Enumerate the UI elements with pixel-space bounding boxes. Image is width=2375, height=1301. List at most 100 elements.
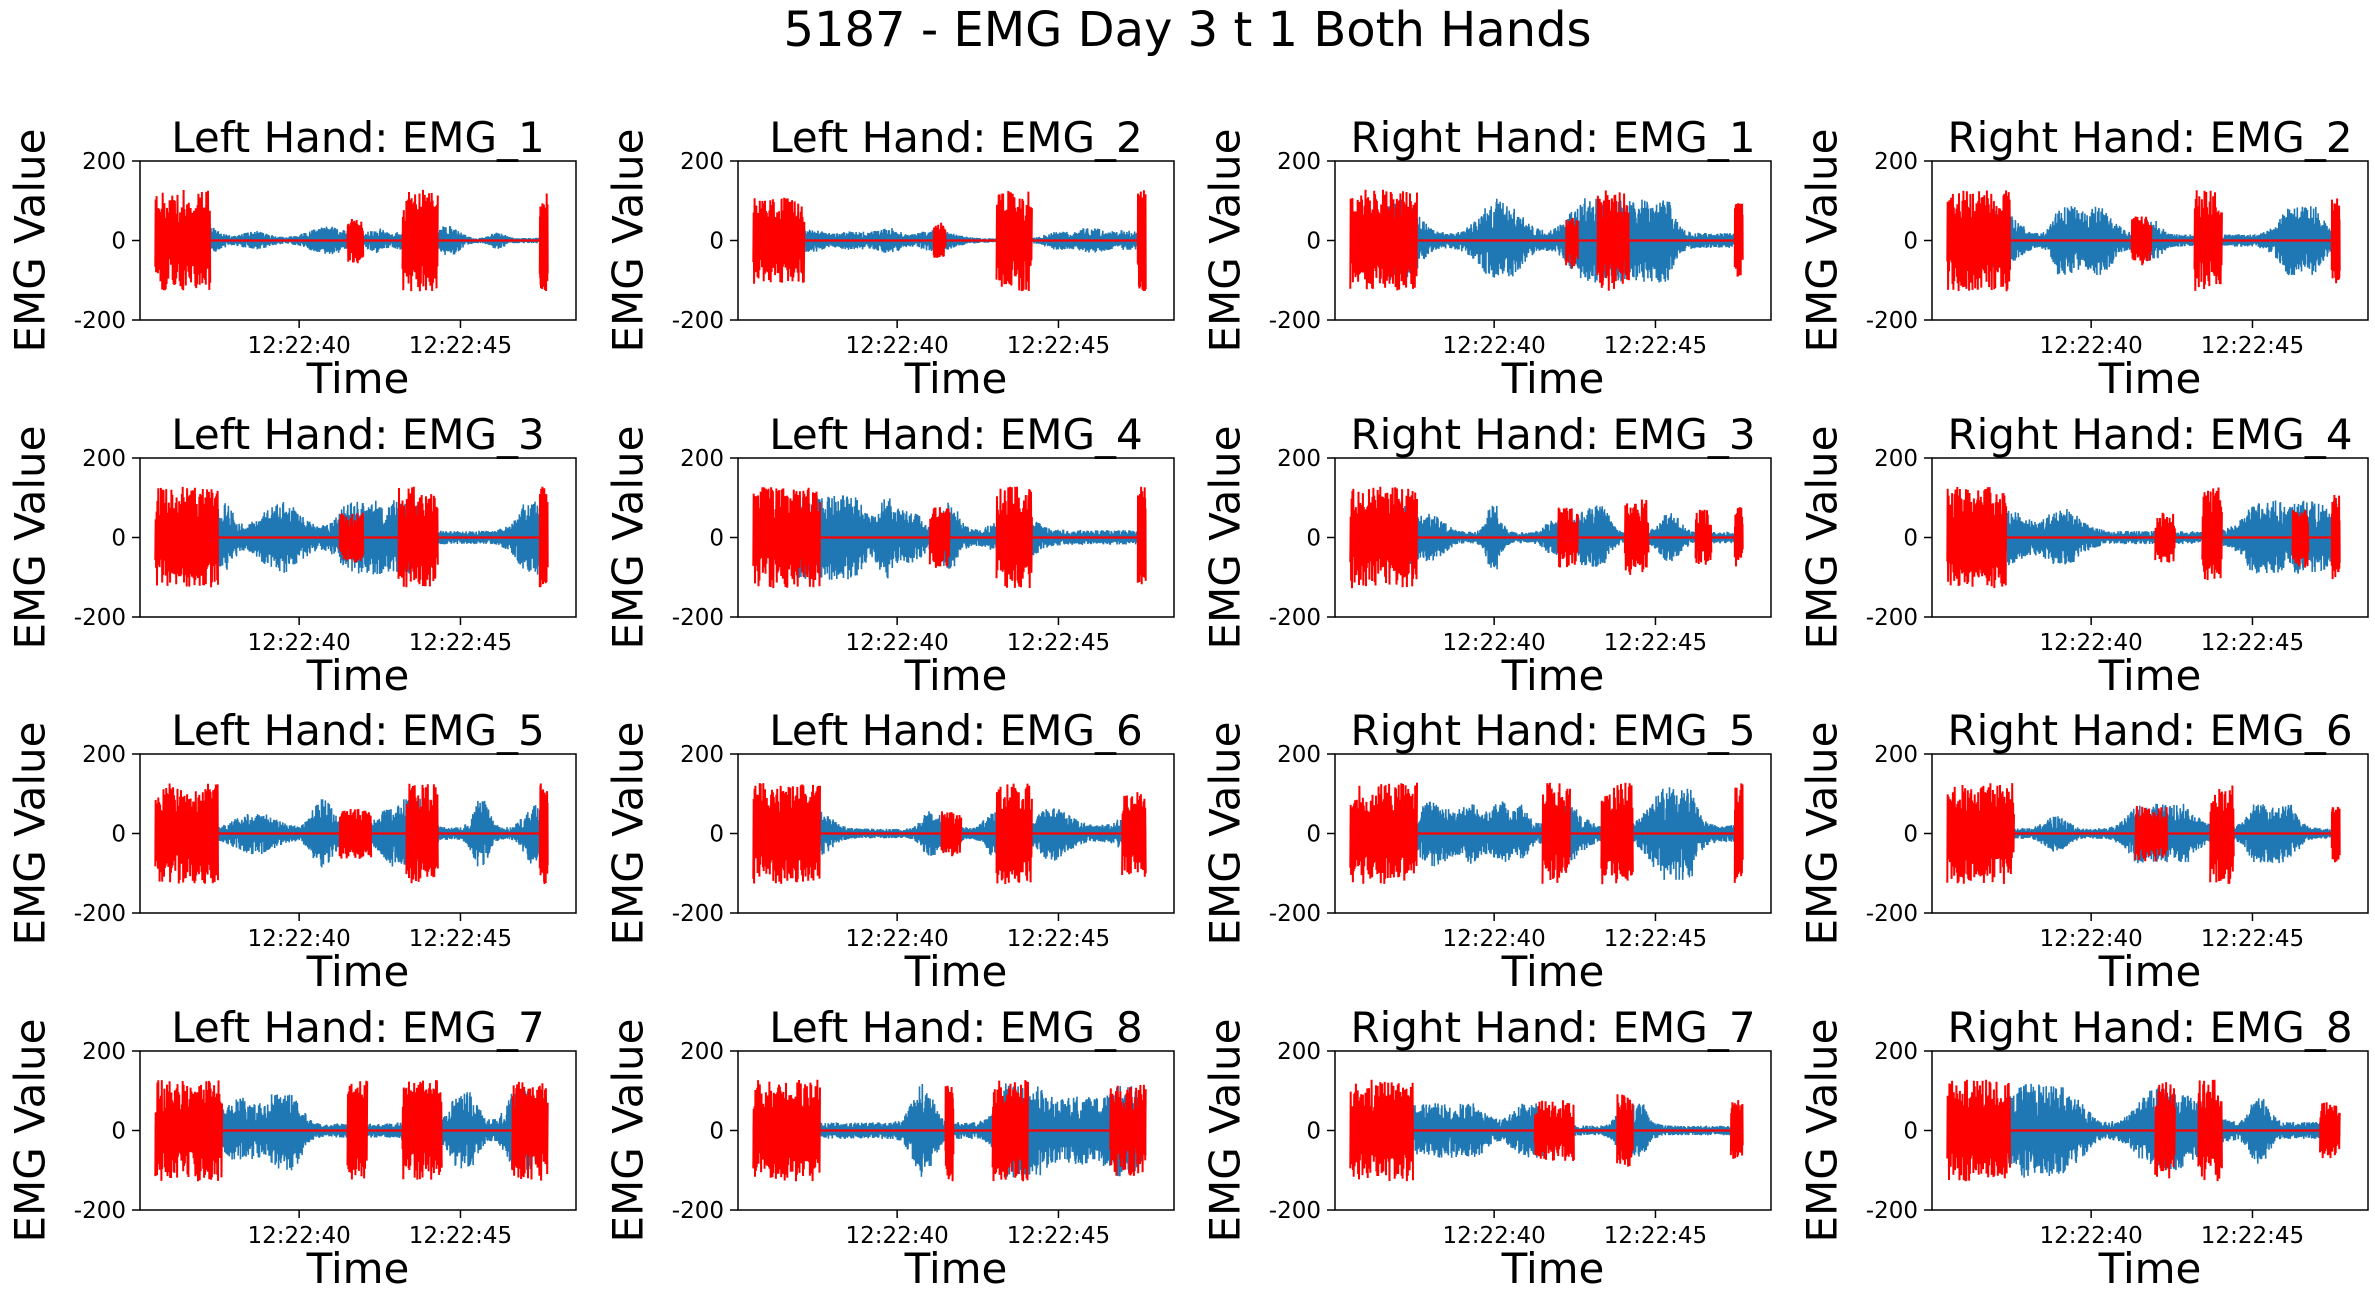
highlight-segment bbox=[1349, 189, 1418, 291]
subplot-title: Right Hand: EMG_5 bbox=[1350, 706, 1755, 755]
x-tick-label: 12:22:45 bbox=[1007, 926, 1110, 952]
subplot-14: 200 0 -200 12:22:40 12:22:45 Left Hand: EMG_8… bbox=[604, 1003, 1175, 1293]
x-tick-label: 12:22:45 bbox=[2201, 1223, 2304, 1249]
highlight-segment bbox=[1694, 509, 1713, 565]
subplot-title: Left Hand: EMG_7 bbox=[171, 1003, 545, 1052]
x-tick-label: 12:22:40 bbox=[845, 333, 948, 359]
highlight-segment bbox=[1946, 190, 2011, 292]
highlight-segment bbox=[928, 507, 951, 568]
x-axis-label: Time bbox=[306, 947, 410, 996]
y-tick-label: -200 bbox=[672, 308, 724, 334]
x-tick-label: 12:22:45 bbox=[2201, 630, 2304, 656]
x-tick-label: 12:22:40 bbox=[845, 1223, 948, 1249]
x-axis-label: Time bbox=[904, 947, 1008, 996]
subplot-title: Left Hand: EMG_6 bbox=[769, 706, 1143, 755]
x-tick-label: 12:22:40 bbox=[247, 630, 350, 656]
y-tick-label: 0 bbox=[709, 526, 724, 552]
y-tick-label: 0 bbox=[111, 229, 126, 255]
x-axis-label: Time bbox=[1501, 354, 1605, 403]
y-tick-label: 200 bbox=[1874, 149, 1918, 175]
signal-line bbox=[752, 228, 1147, 253]
subplot-title: Right Hand: EMG_3 bbox=[1350, 410, 1755, 459]
subplot-15: 200 0 -200 12:22:40 12:22:45 Right Hand: EMG_… bbox=[1201, 1003, 1772, 1293]
subplot-11: 200 0 -200 12:22:40 12:22:45 Right Hand: EMG_… bbox=[1201, 706, 1772, 996]
signal-line bbox=[154, 500, 549, 575]
highlight-segment bbox=[346, 218, 365, 264]
subplot-13: 200 0 -200 12:22:40 12:22:45 Left Hand: EMG_7… bbox=[6, 1003, 577, 1293]
y-axis-label: EMG Value bbox=[1798, 721, 1847, 945]
subplot-title: Right Hand: EMG_2 bbox=[1947, 113, 2352, 162]
x-tick-label: 12:22:40 bbox=[1442, 1223, 1545, 1249]
highlight-segment bbox=[538, 486, 549, 588]
x-axis-label: Time bbox=[1501, 947, 1605, 996]
y-axis-label: EMG Value bbox=[6, 1018, 55, 1242]
y-axis-label: EMG Value bbox=[1798, 425, 1847, 649]
x-tick-label: 12:22:40 bbox=[247, 333, 350, 359]
highlight-segment bbox=[995, 783, 1033, 885]
x-axis-label: Time bbox=[306, 651, 410, 700]
highlight-segment bbox=[1946, 783, 2015, 884]
highlight-segment bbox=[405, 783, 439, 884]
highlight-segment bbox=[2197, 1079, 2223, 1182]
y-axis-label: EMG Value bbox=[6, 425, 55, 649]
highlight-segment bbox=[154, 783, 219, 884]
highlight-segment bbox=[1596, 190, 1630, 291]
y-tick-label: -200 bbox=[672, 1198, 724, 1224]
subplot-title: Left Hand: EMG_2 bbox=[769, 113, 1143, 162]
highlight-segment bbox=[1565, 217, 1579, 269]
x-axis-label: Time bbox=[2098, 651, 2202, 700]
subplot-5: 200 0 -200 12:22:40 12:22:45 Left Hand: EMG_3… bbox=[6, 410, 577, 700]
subplot-title: Left Hand: EMG_4 bbox=[769, 410, 1143, 459]
y-axis-label: EMG Value bbox=[6, 128, 55, 352]
y-axis-label: EMG Value bbox=[1201, 721, 1250, 945]
x-axis-label: Time bbox=[2098, 354, 2202, 403]
x-axis-label: Time bbox=[904, 651, 1008, 700]
x-tick-label: 12:22:45 bbox=[1604, 630, 1707, 656]
y-tick-label: 200 bbox=[680, 149, 724, 175]
x-tick-label: 12:22:40 bbox=[1442, 333, 1545, 359]
highlight-segment bbox=[2201, 487, 2223, 581]
highlight-segment bbox=[1729, 1100, 1744, 1159]
x-tick-label: 12:22:45 bbox=[409, 1223, 512, 1249]
highlight-segment bbox=[1557, 507, 1579, 568]
highlight-segment bbox=[1109, 1084, 1147, 1176]
subplot-12: 200 0 -200 12:22:40 12:22:45 Right Hand: EMG_… bbox=[1798, 706, 2369, 996]
x-tick-label: 12:22:45 bbox=[409, 333, 512, 359]
y-tick-label: -200 bbox=[1866, 901, 1918, 927]
x-tick-label: 12:22:40 bbox=[1442, 630, 1545, 656]
highlight-segment bbox=[2319, 1102, 2341, 1159]
y-tick-label: 0 bbox=[1306, 822, 1321, 848]
subplot-title: Left Hand: EMG_5 bbox=[171, 706, 545, 755]
highlight-segment bbox=[154, 486, 219, 588]
y-tick-label: 0 bbox=[111, 822, 126, 848]
y-tick-label: -200 bbox=[672, 901, 724, 927]
highlight-segment bbox=[2330, 806, 2341, 863]
y-tick-label: -200 bbox=[672, 605, 724, 631]
x-tick-label: 12:22:40 bbox=[2039, 1223, 2142, 1249]
subplot-6: 200 0 -200 12:22:40 12:22:45 Left Hand: EMG_4… bbox=[604, 410, 1175, 700]
y-axis-label: EMG Value bbox=[604, 425, 653, 649]
y-tick-label: -200 bbox=[1866, 308, 1918, 334]
y-tick-label: -200 bbox=[1269, 901, 1321, 927]
x-tick-label: 12:22:45 bbox=[1007, 1223, 1110, 1249]
y-tick-label: 200 bbox=[1277, 1039, 1321, 1065]
y-tick-label: 0 bbox=[1306, 526, 1321, 552]
highlight-segment bbox=[752, 1079, 821, 1182]
highlight-segment bbox=[154, 1080, 223, 1182]
highlight-segment bbox=[752, 197, 806, 284]
y-axis-label: EMG Value bbox=[1201, 425, 1250, 649]
y-tick-label: -200 bbox=[74, 1198, 126, 1224]
y-axis-label: EMG Value bbox=[1798, 128, 1847, 352]
subplot-2: 200 0 -200 12:22:40 12:22:45 Left Hand: EMG_2… bbox=[604, 113, 1175, 403]
highlight-segment bbox=[752, 487, 821, 589]
y-tick-label: 200 bbox=[1874, 742, 1918, 768]
y-tick-label: 0 bbox=[1306, 1119, 1321, 1145]
y-tick-label: -200 bbox=[74, 308, 126, 334]
y-tick-label: 200 bbox=[1277, 149, 1321, 175]
y-tick-label: 200 bbox=[1277, 742, 1321, 768]
y-tick-label: 200 bbox=[82, 446, 126, 472]
y-axis-label: EMG Value bbox=[1798, 1018, 1847, 1242]
x-tick-label: 12:22:45 bbox=[409, 926, 512, 952]
y-tick-label: -200 bbox=[1269, 605, 1321, 631]
